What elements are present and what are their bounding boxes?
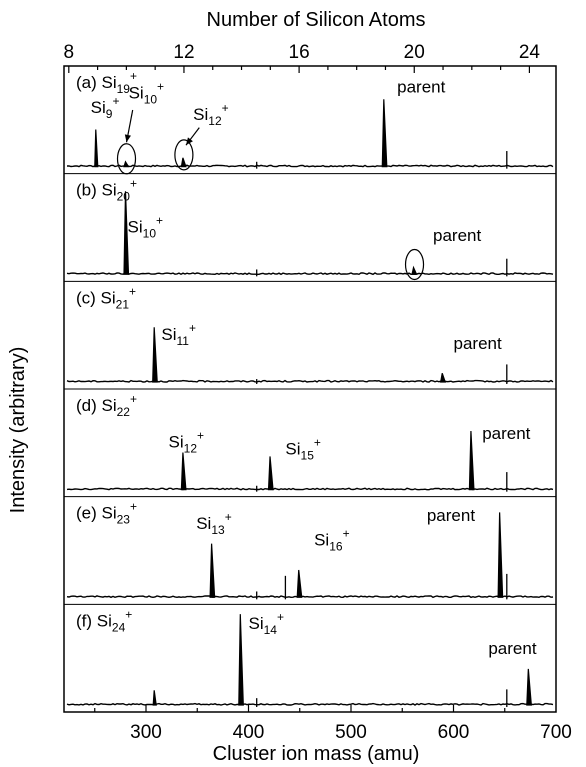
plot-area: 300 400 500 600 700 8 12 16 20 24 (a) Si19+Si9+ Si1… bbox=[63, 42, 572, 743]
peak-label-si10: Si10+ bbox=[128, 213, 164, 240]
panel-label-e: (e) Si23+ bbox=[76, 500, 137, 527]
panel-label-a: (a) Si19+ bbox=[76, 69, 137, 96]
peak-label-parent: parent bbox=[482, 424, 530, 443]
spectrum-peak bbox=[296, 569, 303, 598]
spectrum-peak bbox=[180, 157, 187, 168]
arrow-head bbox=[185, 137, 193, 146]
spectrum-baseline bbox=[66, 272, 554, 276]
spectrum-peak bbox=[94, 129, 99, 168]
peak-label-parent: parent bbox=[397, 77, 445, 96]
spectrum-baseline bbox=[66, 595, 554, 599]
peak-label-parent: parent bbox=[454, 334, 502, 353]
spectrum-peak bbox=[267, 456, 274, 491]
panel-label-d: (d) Si22+ bbox=[76, 392, 137, 419]
spectrum-peak bbox=[152, 690, 157, 706]
spectrum-peak bbox=[440, 373, 447, 383]
y-axis-title: Intensity (arbitrary) bbox=[7, 347, 29, 514]
spectrum-peak bbox=[152, 327, 158, 383]
arrow-head bbox=[124, 134, 131, 143]
peak-label-si9: Si9+ bbox=[91, 94, 120, 121]
x2-tick-label: 24 bbox=[519, 42, 541, 63]
highlight-circle bbox=[174, 139, 194, 171]
x-tick-label: 300 bbox=[130, 722, 162, 743]
peak-label-parent: parent bbox=[433, 226, 481, 245]
spectrum-peak bbox=[381, 99, 388, 168]
x-tick-label: 600 bbox=[438, 722, 470, 743]
spectrum-baseline bbox=[66, 702, 554, 706]
spectrum-peak bbox=[468, 431, 475, 491]
spectrum-peak bbox=[497, 512, 504, 598]
x-tick-label: 500 bbox=[335, 722, 367, 743]
spectrum-peak bbox=[123, 160, 130, 168]
bottom-axis-title: Cluster ion mass (amu) bbox=[213, 743, 420, 765]
x2-tick-label: 8 bbox=[64, 42, 75, 63]
peak-label-si16: Si16+ bbox=[314, 527, 350, 554]
peak-label-parent: parent bbox=[488, 639, 536, 658]
peak-label-si15: Si15+ bbox=[285, 436, 321, 463]
panel-label-b: (b) Si20+ bbox=[76, 177, 137, 204]
peak-label-si11: Si11+ bbox=[161, 321, 196, 348]
peak-label-si10: Si10+ bbox=[129, 79, 165, 106]
panel-label-f: (f) Si24+ bbox=[76, 607, 132, 634]
x2-tick-label: 12 bbox=[173, 42, 194, 63]
spectrum-peak bbox=[238, 614, 244, 706]
x-tick-label: 700 bbox=[540, 722, 572, 743]
top-axis-title: Number of Silicon Atoms bbox=[207, 9, 426, 31]
peak-label-si12: Si12+ bbox=[193, 101, 229, 128]
spectrum-baseline bbox=[66, 379, 554, 383]
spectrum-peak bbox=[209, 543, 216, 598]
x2-tick-label: 20 bbox=[404, 42, 425, 63]
peak-label-si13: Si13+ bbox=[196, 510, 232, 537]
peak-label-si14: Si14+ bbox=[249, 610, 285, 637]
spectrum-baseline bbox=[66, 164, 554, 168]
spectrum-peak bbox=[411, 265, 418, 275]
x2-tick-label: 16 bbox=[289, 42, 310, 63]
x-tick-label: 400 bbox=[233, 722, 265, 743]
spectrum-peak bbox=[123, 191, 130, 275]
spectrum-baseline bbox=[66, 487, 554, 491]
highlight-circle bbox=[116, 143, 137, 175]
peak-label-parent: parent bbox=[427, 506, 475, 525]
spectrum-peak bbox=[526, 668, 532, 706]
highlight-circle bbox=[404, 248, 425, 281]
spectrum-peak bbox=[180, 452, 187, 491]
peak-label-si12: Si12+ bbox=[169, 429, 205, 456]
panel-label-c: (c) Si21+ bbox=[76, 284, 136, 311]
